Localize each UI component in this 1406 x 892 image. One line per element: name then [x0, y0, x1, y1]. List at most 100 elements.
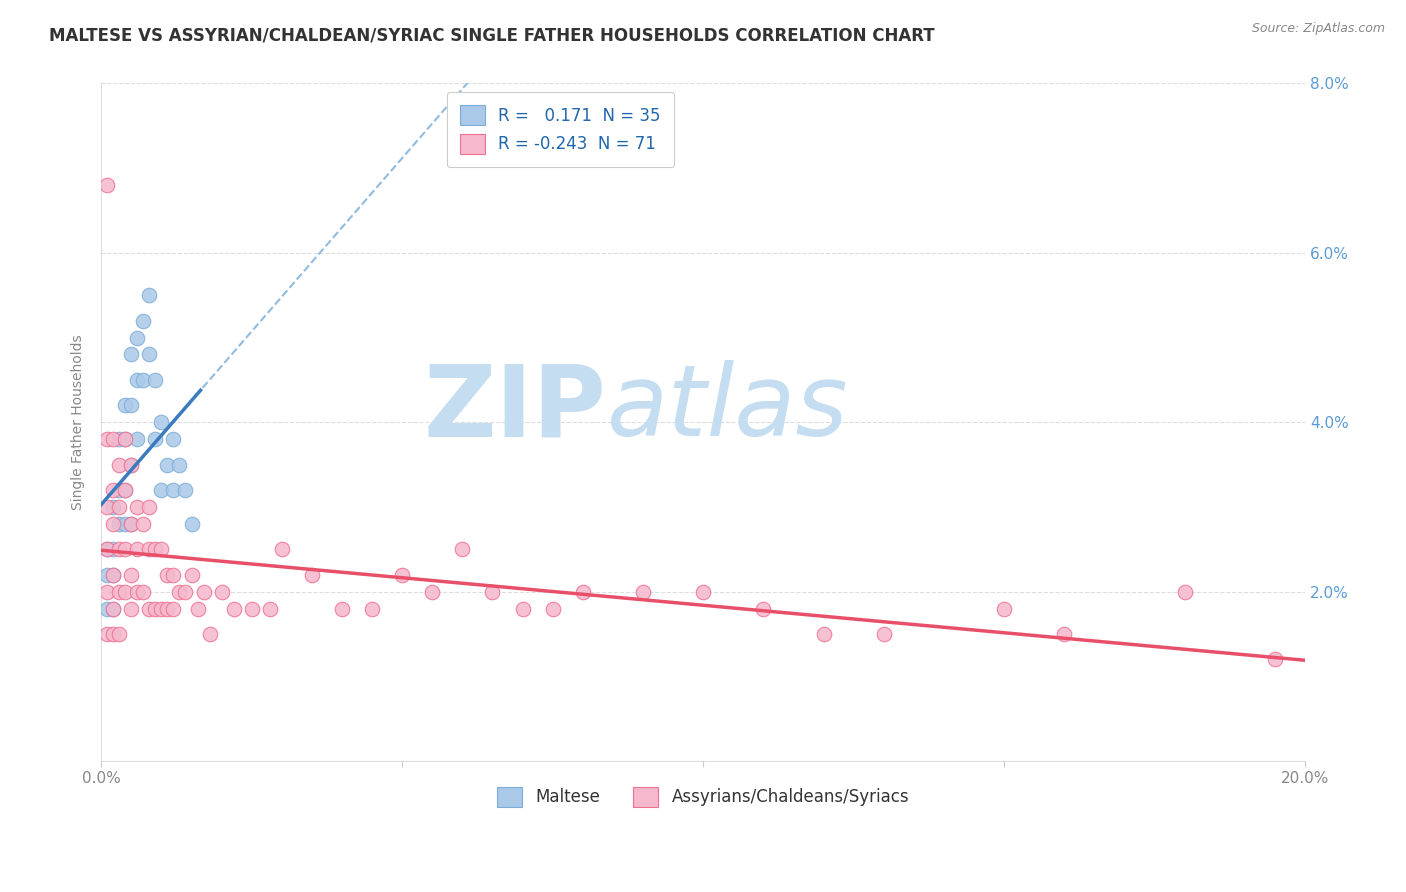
Point — [138, 288, 160, 302]
Point — [103, 627, 125, 641]
Point — [270, 542, 292, 557]
Text: MALTESE VS ASSYRIAN/CHALDEAN/SYRIAC SINGLE FATHER HOUSEHOLDS CORRELATION CHART: MALTESE VS ASSYRIAN/CHALDEAN/SYRIAC SING… — [49, 27, 935, 45]
Point — [103, 516, 125, 531]
Point — [873, 627, 896, 641]
Point — [692, 584, 714, 599]
Point — [571, 584, 593, 599]
Point — [103, 567, 125, 582]
Point — [108, 432, 131, 446]
Point — [127, 373, 149, 387]
Point — [162, 601, 184, 615]
Text: atlas: atlas — [607, 360, 848, 458]
Point — [211, 584, 233, 599]
Point — [114, 483, 136, 497]
Point — [138, 601, 160, 615]
Point — [180, 516, 202, 531]
Point — [145, 373, 167, 387]
Point — [103, 601, 125, 615]
Point — [259, 601, 281, 615]
Point — [813, 627, 835, 641]
Point — [451, 542, 474, 557]
Point — [114, 542, 136, 557]
Point — [120, 347, 142, 361]
Point — [541, 601, 564, 615]
Point — [132, 313, 155, 327]
Point — [96, 432, 118, 446]
Point — [186, 601, 208, 615]
Point — [96, 178, 118, 192]
Point — [114, 584, 136, 599]
Point — [993, 601, 1015, 615]
Point — [120, 458, 142, 472]
Point — [156, 567, 179, 582]
Point — [193, 584, 215, 599]
Point — [114, 516, 136, 531]
Point — [132, 373, 155, 387]
Point — [108, 584, 131, 599]
Point — [222, 601, 245, 615]
Point — [169, 458, 191, 472]
Point — [96, 542, 118, 557]
Point — [150, 542, 173, 557]
Point — [391, 567, 413, 582]
Point — [108, 542, 131, 557]
Point — [108, 516, 131, 531]
Point — [145, 601, 167, 615]
Point — [174, 483, 197, 497]
Point — [114, 432, 136, 446]
Point — [162, 483, 184, 497]
Point — [180, 567, 202, 582]
Point — [96, 567, 118, 582]
Point — [108, 458, 131, 472]
Point — [103, 542, 125, 557]
Point — [108, 500, 131, 514]
Point — [108, 627, 131, 641]
Legend: Maltese, Assyrians/Chaldeans/Syriacs: Maltese, Assyrians/Chaldeans/Syriacs — [491, 780, 917, 814]
Point — [162, 432, 184, 446]
Point — [103, 601, 125, 615]
Point — [156, 458, 179, 472]
Point — [150, 601, 173, 615]
Point — [120, 601, 142, 615]
Point — [127, 584, 149, 599]
Point — [103, 500, 125, 514]
Point — [138, 347, 160, 361]
Point — [330, 601, 353, 615]
Point — [481, 584, 503, 599]
Point — [138, 500, 160, 514]
Point — [103, 483, 125, 497]
Point — [114, 432, 136, 446]
Text: ZIP: ZIP — [425, 360, 607, 458]
Point — [132, 584, 155, 599]
Point — [150, 483, 173, 497]
Point — [240, 601, 263, 615]
Point — [174, 584, 197, 599]
Point — [631, 584, 654, 599]
Y-axis label: Single Father Households: Single Father Households — [72, 334, 86, 510]
Point — [103, 567, 125, 582]
Point — [96, 601, 118, 615]
Point — [114, 483, 136, 497]
Point — [301, 567, 323, 582]
Point — [162, 567, 184, 582]
Point — [1264, 652, 1286, 666]
Point — [1174, 584, 1197, 599]
Point — [120, 516, 142, 531]
Point — [145, 542, 167, 557]
Point — [103, 432, 125, 446]
Point — [752, 601, 775, 615]
Point — [169, 584, 191, 599]
Point — [1053, 627, 1076, 641]
Point — [512, 601, 534, 615]
Point — [361, 601, 384, 615]
Point — [108, 483, 131, 497]
Point — [145, 432, 167, 446]
Point — [120, 567, 142, 582]
Point — [96, 542, 118, 557]
Point — [127, 330, 149, 344]
Point — [198, 627, 221, 641]
Text: Source: ZipAtlas.com: Source: ZipAtlas.com — [1251, 22, 1385, 36]
Point — [127, 500, 149, 514]
Point — [96, 584, 118, 599]
Point — [120, 398, 142, 412]
